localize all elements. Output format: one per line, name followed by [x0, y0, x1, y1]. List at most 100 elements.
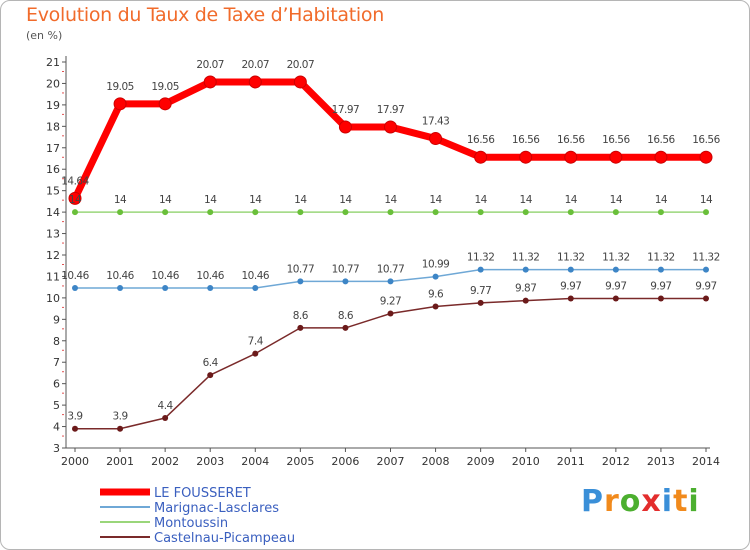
data-label: 16.56 [602, 134, 630, 146]
data-label: 14 [474, 194, 487, 206]
chart-title: Evolution du Taux de Taxe d’Habitation [26, 4, 384, 26]
data-label: 14 [114, 194, 127, 206]
x-tick-label: 2003 [196, 455, 224, 468]
data-label: 9.97 [560, 281, 581, 293]
data-point [477, 209, 484, 216]
data-point [207, 209, 214, 216]
data-label: 14 [700, 194, 713, 206]
data-point [432, 273, 439, 280]
data-point [477, 299, 484, 306]
y-tick-label: 5 [53, 399, 60, 412]
data-label: 3.9 [112, 411, 127, 423]
data-point [158, 97, 172, 111]
x-tick-label: 2013 [647, 455, 675, 468]
data-point [522, 209, 529, 216]
proxiti-logo: Proxiti [581, 484, 700, 519]
data-point [162, 285, 169, 292]
data-label: 20.07 [242, 59, 270, 71]
data-label: 14 [204, 194, 217, 206]
data-point [297, 209, 304, 216]
data-label: 14 [655, 194, 668, 206]
legend-label: Marignac-Lasclares [154, 501, 279, 516]
data-label: 16.56 [467, 134, 495, 146]
data-point [68, 191, 82, 205]
logo-letter: r [604, 484, 620, 519]
legend-label: LE FOUSSERET [154, 486, 251, 501]
x-tick-label: 2014 [692, 455, 720, 468]
data-point [387, 310, 394, 317]
data-label: 20.07 [287, 59, 315, 71]
data-point [657, 295, 664, 302]
data-point [117, 209, 124, 216]
legend-label: Montoussin [154, 516, 228, 531]
data-point [609, 150, 623, 164]
x-tick-label: 2010 [512, 455, 540, 468]
y-tick-label: 16 [46, 163, 60, 176]
data-point [567, 209, 574, 216]
data-point [564, 150, 578, 164]
data-label: 9.6 [428, 288, 444, 300]
data-label: 14 [69, 194, 82, 206]
data-point [657, 266, 664, 273]
data-label: 9.97 [650, 281, 671, 293]
data-point [342, 209, 349, 216]
data-label: 9.77 [470, 285, 491, 297]
data-point [162, 414, 169, 421]
data-label: 9.97 [695, 281, 716, 293]
data-point [567, 266, 574, 273]
data-point [612, 209, 619, 216]
data-point [72, 425, 78, 432]
logo-letter: i [661, 484, 674, 519]
data-point [432, 209, 439, 216]
data-point [703, 295, 709, 302]
data-label: 14 [339, 194, 352, 206]
data-label: 17.97 [377, 104, 405, 116]
y-tick-label: 17 [46, 142, 60, 155]
data-point [699, 150, 713, 164]
y-tick-label: 21 [46, 56, 60, 69]
data-label: 6.4 [203, 357, 219, 369]
x-tick-label: 2002 [151, 455, 179, 468]
data-point [522, 297, 529, 304]
logo-letter: t [673, 484, 689, 519]
data-label: 14 [159, 194, 172, 206]
data-label: 17.43 [422, 116, 450, 128]
data-label: 14 [565, 194, 578, 206]
data-point [657, 209, 664, 216]
data-point [342, 324, 349, 331]
data-label: 19.05 [106, 81, 134, 93]
data-label: 10.46 [242, 270, 270, 282]
data-label: 14.64 [61, 175, 89, 187]
x-tick-label: 2011 [557, 455, 585, 468]
data-point [387, 278, 394, 285]
data-label: 9.97 [605, 281, 626, 293]
data-label: 10.77 [377, 263, 405, 275]
data-point [522, 266, 529, 273]
x-tick-label: 2001 [106, 455, 134, 468]
data-point [252, 285, 259, 292]
data-point [207, 372, 214, 379]
data-point [297, 324, 304, 331]
data-point [654, 150, 668, 164]
data-point [519, 150, 533, 164]
x-tick-label: 2005 [286, 455, 314, 468]
data-point [72, 285, 78, 292]
y-tick-label: 11 [46, 270, 60, 283]
data-label: 7.4 [248, 336, 264, 348]
data-label: 11.32 [512, 252, 540, 264]
y-tick-label: 19 [46, 99, 60, 112]
x-tick-label: 2012 [602, 455, 630, 468]
data-label: 3.9 [67, 411, 82, 423]
data-point [297, 278, 304, 285]
data-label: 14 [294, 194, 307, 206]
data-point [248, 75, 262, 89]
y-tick-label: 6 [53, 378, 60, 391]
data-point [429, 132, 443, 146]
data-label: 11.32 [647, 252, 675, 264]
data-label: 14 [610, 194, 623, 206]
data-point [612, 266, 619, 273]
data-label: 14 [384, 194, 397, 206]
data-label: 10.46 [196, 270, 224, 282]
data-label: 9.27 [380, 296, 401, 308]
